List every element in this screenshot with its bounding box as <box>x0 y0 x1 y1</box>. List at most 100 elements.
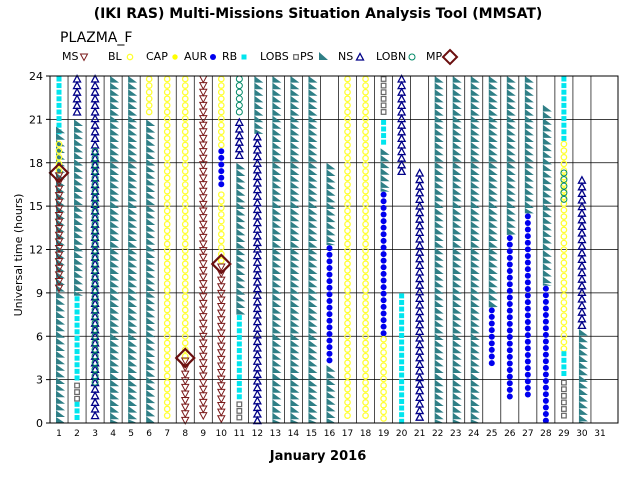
rb-point <box>561 351 567 357</box>
aur-point <box>506 281 513 288</box>
lobn-point <box>91 259 99 267</box>
bl-point <box>163 121 171 129</box>
aur-point <box>524 239 531 246</box>
rb-point <box>399 405 405 411</box>
bl-point <box>344 253 351 261</box>
bl-point <box>181 286 189 294</box>
bl-point <box>344 174 351 182</box>
aur-point <box>326 350 333 357</box>
legend-symbol <box>441 48 459 66</box>
lobn-point <box>91 292 99 300</box>
rb-point <box>399 319 405 325</box>
bl-point <box>181 339 189 347</box>
bl-point <box>362 115 369 122</box>
ms-point <box>198 134 208 143</box>
bl-point <box>344 207 351 215</box>
lobn-point <box>91 246 99 254</box>
rb-point <box>236 394 242 400</box>
ps-segment <box>380 148 390 192</box>
bl-point <box>217 115 225 122</box>
y-tick-label: 21 <box>29 113 43 126</box>
bl-point <box>344 227 351 235</box>
ps-segment <box>128 76 138 423</box>
aur-segment <box>524 213 531 398</box>
legend-symbol <box>126 53 134 61</box>
aur-point <box>380 237 387 244</box>
bl-point <box>217 191 225 199</box>
rb-point <box>74 349 80 355</box>
bl-point <box>217 128 225 136</box>
lobn-segment <box>235 75 243 116</box>
rb-point <box>236 381 242 387</box>
lobs-point <box>380 109 387 115</box>
aur-point <box>326 291 333 298</box>
ms-point <box>198 141 208 150</box>
lobn-point <box>91 226 99 234</box>
bl-point <box>181 95 189 103</box>
rb-point <box>561 83 567 89</box>
bl-point <box>344 260 351 268</box>
aur-point <box>506 235 513 242</box>
aur-point <box>506 274 513 281</box>
rb-segment <box>381 119 387 145</box>
legend-symbol <box>319 52 328 60</box>
aur-point <box>488 353 495 360</box>
lobn-point <box>235 88 243 96</box>
bl-point <box>181 201 189 208</box>
aur-point <box>524 338 531 345</box>
bl-point <box>344 102 351 109</box>
day-column <box>524 76 534 398</box>
ms-point <box>216 309 226 318</box>
aur-segment <box>506 235 513 400</box>
bl-point <box>217 237 225 245</box>
bl-point <box>181 108 189 116</box>
bl-point <box>344 273 351 281</box>
bl-segment <box>362 75 369 419</box>
bl-point <box>560 246 568 254</box>
lobn-point <box>91 299 99 307</box>
aur-point <box>380 270 387 277</box>
lobs-point <box>380 102 387 109</box>
bl-point <box>217 211 225 218</box>
bl-point <box>163 194 171 202</box>
rb-point <box>561 102 567 108</box>
bl-point <box>362 273 369 281</box>
rb-point <box>399 299 405 305</box>
rb-point <box>399 339 405 345</box>
day-column <box>128 76 138 423</box>
bl-point <box>217 121 225 129</box>
bl-point <box>163 95 171 103</box>
aur-point <box>506 340 513 347</box>
aur-point <box>218 161 225 168</box>
bl-point <box>344 82 351 89</box>
aur-point <box>542 371 549 378</box>
lobn-point <box>91 279 99 287</box>
bl-point <box>362 201 369 208</box>
bl-point <box>145 82 153 89</box>
mp-marker <box>48 162 70 184</box>
bl-point <box>362 227 369 235</box>
bl-point <box>217 88 225 96</box>
bl-point <box>362 286 369 294</box>
bl-point <box>560 239 568 247</box>
bl-point <box>362 88 369 96</box>
bl-point <box>560 167 568 174</box>
day-column <box>397 74 407 424</box>
ps-segment <box>452 76 462 423</box>
lobs-point <box>74 389 80 396</box>
bl-segment <box>163 75 171 419</box>
rb-point <box>74 342 80 348</box>
bl-point <box>217 204 225 212</box>
bl-point <box>344 234 351 241</box>
lobn-point <box>91 358 99 366</box>
aur-point <box>380 297 387 304</box>
rb-point <box>561 96 567 102</box>
bl-point <box>362 187 369 195</box>
bl-point <box>344 385 351 393</box>
legend-label: BL <box>108 50 123 63</box>
day-column <box>344 75 351 419</box>
lobn-point <box>560 182 568 190</box>
bl-point <box>344 201 351 208</box>
bl-point <box>560 186 568 194</box>
ms-point <box>198 108 208 117</box>
